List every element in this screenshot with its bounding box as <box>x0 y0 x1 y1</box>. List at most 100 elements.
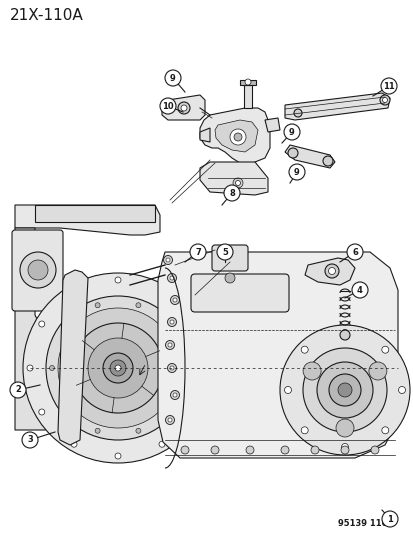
Polygon shape <box>240 80 255 85</box>
Circle shape <box>115 277 121 283</box>
Text: 2: 2 <box>15 385 21 394</box>
Text: 10: 10 <box>162 101 173 110</box>
Circle shape <box>168 343 171 347</box>
Circle shape <box>279 325 409 455</box>
Circle shape <box>62 327 67 332</box>
Circle shape <box>191 409 197 415</box>
Text: 9: 9 <box>293 167 299 176</box>
Circle shape <box>169 327 173 332</box>
Circle shape <box>310 446 318 454</box>
Polygon shape <box>158 252 397 458</box>
Circle shape <box>180 446 189 454</box>
Circle shape <box>230 129 245 145</box>
Circle shape <box>135 303 140 308</box>
Polygon shape <box>304 258 354 285</box>
Circle shape <box>135 429 140 433</box>
Circle shape <box>301 346 307 353</box>
Circle shape <box>173 393 177 397</box>
Text: 11: 11 <box>382 82 394 91</box>
Circle shape <box>244 79 250 85</box>
Circle shape <box>165 341 174 350</box>
Circle shape <box>216 244 233 260</box>
Polygon shape <box>199 128 209 142</box>
Polygon shape <box>199 108 269 165</box>
Circle shape <box>165 70 180 86</box>
Circle shape <box>170 276 173 280</box>
Circle shape <box>284 386 291 393</box>
Text: 3: 3 <box>27 435 33 445</box>
Polygon shape <box>15 205 159 235</box>
Circle shape <box>346 244 362 260</box>
Polygon shape <box>58 270 88 445</box>
Circle shape <box>202 365 209 371</box>
Circle shape <box>169 405 173 409</box>
Circle shape <box>170 366 173 370</box>
Circle shape <box>103 353 133 383</box>
Circle shape <box>58 308 178 428</box>
Circle shape <box>170 295 179 304</box>
Circle shape <box>165 416 174 424</box>
Text: 9: 9 <box>288 127 294 136</box>
Circle shape <box>46 296 190 440</box>
Polygon shape <box>161 95 204 120</box>
Circle shape <box>178 102 190 114</box>
Polygon shape <box>35 205 154 222</box>
Circle shape <box>351 282 367 298</box>
Circle shape <box>168 418 171 422</box>
Text: 6: 6 <box>351 247 357 256</box>
Circle shape <box>368 362 386 380</box>
Circle shape <box>302 362 320 380</box>
Circle shape <box>283 124 299 140</box>
Text: 95139 110: 95139 110 <box>337 519 387 528</box>
Circle shape <box>339 330 349 340</box>
Polygon shape <box>199 162 267 195</box>
Polygon shape <box>284 93 389 120</box>
Circle shape <box>223 185 240 201</box>
FancyBboxPatch shape <box>211 245 247 271</box>
Circle shape <box>381 511 397 527</box>
Circle shape <box>39 321 45 327</box>
FancyBboxPatch shape <box>190 274 288 312</box>
Circle shape <box>115 365 121 371</box>
Circle shape <box>71 289 77 295</box>
Circle shape <box>180 105 187 111</box>
Circle shape <box>159 289 165 295</box>
Circle shape <box>288 164 304 180</box>
Circle shape <box>245 446 254 454</box>
Circle shape <box>341 443 348 450</box>
Circle shape <box>20 252 56 288</box>
Circle shape <box>293 109 301 117</box>
Circle shape <box>22 432 38 448</box>
Circle shape <box>27 365 33 371</box>
Circle shape <box>50 366 55 370</box>
Circle shape <box>322 156 332 166</box>
Circle shape <box>170 320 173 324</box>
Polygon shape <box>264 118 279 132</box>
Polygon shape <box>15 228 70 430</box>
Text: 9: 9 <box>170 74 176 83</box>
Circle shape <box>190 244 206 260</box>
Circle shape <box>159 98 176 114</box>
Circle shape <box>398 386 404 393</box>
Circle shape <box>379 95 389 105</box>
Circle shape <box>191 321 197 327</box>
Circle shape <box>287 148 297 158</box>
Circle shape <box>380 78 396 94</box>
Circle shape <box>181 366 186 370</box>
Circle shape <box>159 441 165 447</box>
Circle shape <box>110 360 126 376</box>
Circle shape <box>381 427 388 434</box>
Circle shape <box>224 273 235 283</box>
Circle shape <box>167 273 176 282</box>
Circle shape <box>301 427 307 434</box>
Circle shape <box>328 374 360 406</box>
Circle shape <box>167 318 176 327</box>
Circle shape <box>316 362 372 418</box>
Circle shape <box>88 338 147 398</box>
Circle shape <box>337 383 351 397</box>
Polygon shape <box>284 145 334 168</box>
Circle shape <box>163 255 172 264</box>
Circle shape <box>370 446 378 454</box>
Circle shape <box>39 409 45 415</box>
Circle shape <box>328 268 335 274</box>
